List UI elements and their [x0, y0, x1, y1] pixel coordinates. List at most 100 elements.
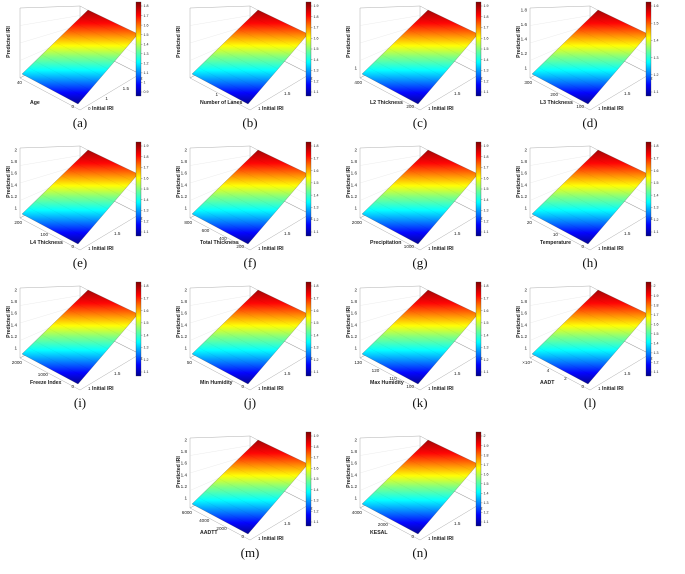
z-tick-label: 1.6 [181, 461, 188, 466]
surface-gridline [401, 175, 455, 203]
z-tick-label: 1 [184, 496, 187, 501]
surface-gridline [394, 41, 449, 70]
x-tick-label: 200 [236, 244, 244, 249]
colorbar-tick-label: 1.1 [654, 370, 659, 374]
z-tick-label: 1.4 [181, 322, 188, 327]
x-tick-label: 4000 [199, 518, 210, 523]
z-tick-label: 1.8 [351, 159, 358, 164]
x-tick-label: 0 [411, 534, 414, 539]
x-tick-label: 800 [184, 220, 192, 225]
panel-label: (m) [241, 545, 260, 560]
colorbar-tick-label: 1.6 [314, 466, 319, 470]
z-tick-label: 1.2 [11, 194, 18, 199]
surface-gridline [545, 341, 601, 371]
colorbar-tick-label: 1.5 [654, 21, 659, 25]
surface-gridline [238, 169, 291, 196]
panel-label: (j) [244, 395, 256, 410]
colorbar-tick-label: 1.3 [654, 206, 659, 210]
surface-gridline [224, 321, 279, 350]
colorbar-tick-label: 1 [144, 81, 146, 85]
colorbar-tick-label: 1.9 [314, 434, 319, 438]
y-tick-label: 1 [428, 386, 431, 391]
y-axis-title: Initial IRI [262, 386, 284, 392]
colorbar-tick-label: 1.1 [314, 230, 319, 234]
surface-gridline [381, 334, 437, 364]
z-tick-label: 2 [14, 288, 17, 293]
colorbar-tick-label: 1.5 [314, 321, 319, 325]
colorbar-tick-label: 1.2 [144, 358, 149, 362]
z-tick-label: 1.4 [521, 322, 528, 327]
colorbar-tick-label: 1.4 [484, 58, 489, 62]
z-axis-title: Predicted IRI [346, 456, 352, 488]
x-axis-title: AADTT [200, 530, 218, 536]
colorbar-tick-label: 1.6 [144, 309, 149, 313]
colorbar-tick-label: 1.3 [484, 69, 489, 73]
x-axis-title: Age [30, 100, 40, 106]
colorbar-tick-label: 1.7 [314, 296, 319, 300]
surface-gridline [578, 309, 631, 336]
colorbar-tick-label: 1.8 [144, 4, 149, 8]
surface-gridline [81, 16, 133, 42]
x-tick-label: 2000 [352, 220, 363, 225]
y-tick-label: 2 [310, 216, 313, 221]
surface-gridline [564, 181, 619, 210]
colorbar-tick-label: 1.6 [654, 4, 659, 8]
x-tick-label: 0 [71, 384, 74, 389]
panel-label: (c) [413, 115, 427, 130]
colorbar-tick-label: 1.7 [484, 296, 489, 300]
surface-gridline [35, 61, 91, 91]
x-tick-label: 40 [17, 80, 23, 85]
surface-gridline [238, 309, 291, 336]
surface-gridline [375, 201, 431, 231]
y-tick-label: 1.5 [284, 521, 291, 526]
colorbar-tick-label: 1.2 [484, 358, 489, 362]
z-tick-label: 1.8 [11, 159, 18, 164]
z-axis-title: Predicted IRI [176, 26, 182, 58]
colorbar-tick-label: 1.8 [314, 284, 319, 288]
colorbar-tick-label: 1.7 [144, 166, 149, 170]
x-tick-label: 0 [241, 534, 244, 539]
z-tick-label: 1 [184, 206, 187, 211]
y-tick-label: 2 [650, 216, 653, 221]
y-tick-label: 1.5 [624, 231, 631, 236]
colorbar-tick-label: 1.3 [484, 209, 489, 213]
surface-gridline [394, 181, 449, 210]
colorbar-tick-label: 1.5 [314, 181, 319, 185]
surface-gridline [394, 321, 449, 350]
colorbar-tick-label: 1.5 [144, 321, 149, 325]
panel-label: (l) [584, 395, 596, 410]
colorbar-tick-label: 1.4 [144, 333, 149, 337]
x-tick-label: 0 [241, 384, 244, 389]
x-tick-label: 4 [547, 368, 550, 373]
surface-panel: Predicted IRI 2 1.8 1.6 1.4 1.2 1 50 0 1 1.5 2 Min H… [176, 281, 319, 410]
panel-label: (g) [412, 255, 427, 270]
y-tick-label: 0 [88, 106, 91, 111]
surface-gridline [414, 302, 467, 329]
z-tick-label: 1.2 [521, 194, 528, 199]
y-axis-title: Initial IRI [602, 386, 624, 392]
colorbar-tick-label: 1.1 [484, 230, 489, 234]
z-tick-label: 1.6 [351, 461, 358, 466]
surface-gridline [205, 61, 261, 91]
colorbar-tick-label: 1.8 [484, 453, 489, 457]
z-tick-label: 1.2 [521, 334, 528, 339]
panel-label: (a) [73, 115, 87, 130]
x-tick-label: 4000 [352, 510, 363, 515]
z-tick-label: 1.2 [181, 334, 188, 339]
z-tick-label: 1.2 [351, 194, 358, 199]
colorbar [475, 141, 482, 237]
colorbar-tick-label: 1.1 [654, 90, 659, 94]
z-tick-label: 1.2 [11, 334, 18, 339]
colorbar-tick-label: 1.4 [314, 333, 319, 337]
x-axis-title: AADT [540, 380, 555, 386]
colorbar [135, 1, 142, 97]
surface-gridline [414, 452, 467, 479]
colorbar-tick-label: 1.6 [484, 472, 489, 476]
panel-label: (f) [244, 255, 257, 270]
z-tick-label: 2 [184, 288, 187, 293]
surface-gridline [401, 35, 455, 63]
colorbar-tick-label: 1.8 [144, 284, 149, 288]
z-axis-title: Predicted IRI [6, 166, 12, 198]
gridline [189, 15, 251, 26]
